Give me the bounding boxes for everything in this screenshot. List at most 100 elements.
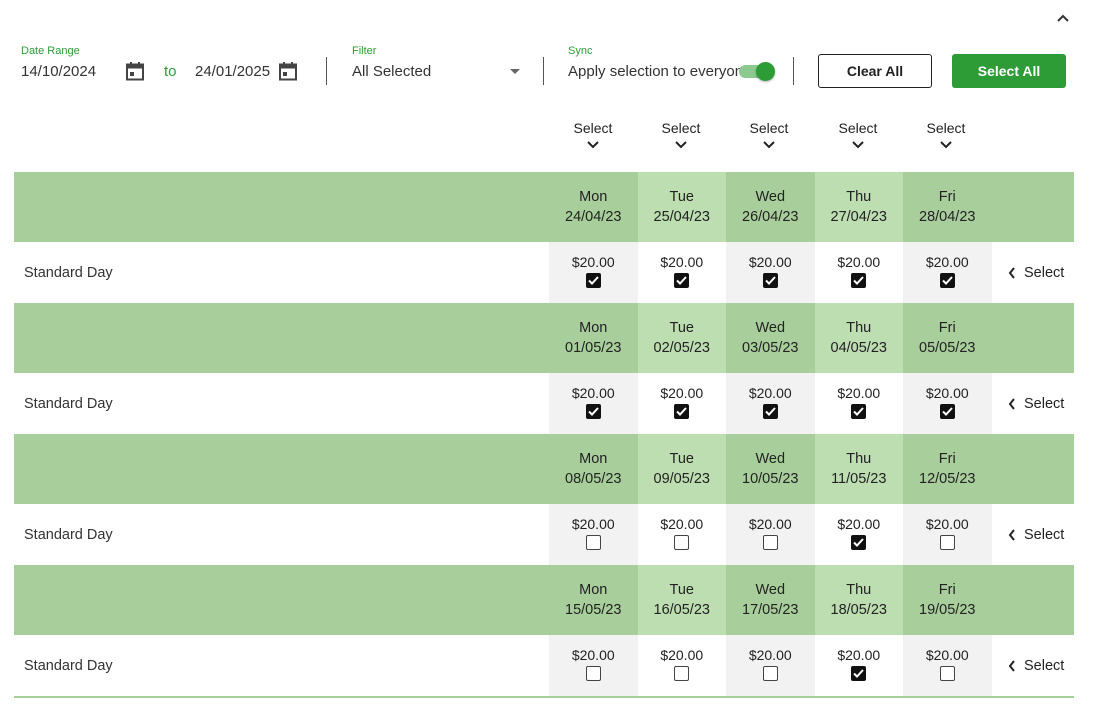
day-cell: $20.00 bbox=[549, 373, 638, 434]
day-name: Tue bbox=[669, 320, 694, 336]
day-checkbox[interactable] bbox=[939, 666, 955, 681]
column-select-label: Select bbox=[926, 120, 966, 136]
day-date: 05/05/23 bbox=[919, 340, 976, 356]
divider bbox=[793, 57, 794, 85]
dropdown-arrow-icon[interactable] bbox=[510, 69, 520, 74]
day-checkbox[interactable] bbox=[939, 535, 955, 550]
sync-toggle[interactable] bbox=[739, 62, 775, 81]
day-header: Fri 19/05/23 bbox=[903, 565, 992, 635]
day-date: 02/05/23 bbox=[653, 340, 710, 356]
checkmark-icon bbox=[588, 276, 599, 285]
day-checkbox[interactable] bbox=[762, 404, 778, 419]
day-cell: $20.00 bbox=[903, 504, 992, 565]
day-checkbox[interactable] bbox=[585, 666, 601, 681]
day-cell: $20.00 bbox=[638, 242, 727, 303]
calendar-icon[interactable] bbox=[278, 61, 298, 81]
day-date: 15/05/23 bbox=[565, 602, 622, 618]
day-checkbox[interactable] bbox=[585, 273, 601, 288]
day-checkbox[interactable] bbox=[762, 535, 778, 550]
day-cell: $20.00 bbox=[726, 635, 815, 696]
day-checkbox[interactable] bbox=[762, 273, 778, 288]
divider bbox=[326, 57, 327, 85]
date-to-field[interactable]: 24/01/2025 bbox=[195, 63, 271, 80]
chevron-down-icon bbox=[675, 141, 687, 149]
day-date: 18/05/23 bbox=[830, 602, 887, 618]
day-cell: $20.00 bbox=[726, 242, 815, 303]
chevron-up-icon bbox=[1057, 14, 1069, 22]
row-select-button[interactable]: Select bbox=[1008, 635, 1064, 696]
day-cell: $20.00 bbox=[549, 635, 638, 696]
column-select-1[interactable]: Select bbox=[549, 118, 637, 162]
week-header: Mon 01/05/23 Tue 02/05/23 Wed 03/05/23 Thu 04/0… bbox=[14, 303, 1074, 373]
day-checkbox[interactable] bbox=[674, 404, 690, 419]
day-checkbox[interactable] bbox=[674, 666, 690, 681]
day-date: 09/05/23 bbox=[653, 471, 710, 487]
chevron-down-icon bbox=[587, 141, 599, 149]
column-select-label: Select bbox=[749, 120, 789, 136]
column-select-2[interactable]: Select bbox=[637, 118, 725, 162]
day-checkbox[interactable] bbox=[939, 273, 955, 288]
day-checkbox[interactable] bbox=[851, 666, 867, 681]
day-price: $20.00 bbox=[837, 647, 881, 663]
day-checkbox[interactable] bbox=[939, 404, 955, 419]
checkmark-icon bbox=[676, 407, 687, 416]
day-price: $20.00 bbox=[925, 254, 969, 270]
checkmark-icon bbox=[853, 538, 864, 547]
day-date: 10/05/23 bbox=[742, 471, 799, 487]
day-name: Tue bbox=[669, 189, 694, 205]
calendar-icon[interactable] bbox=[125, 61, 145, 81]
column-select-3[interactable]: Select bbox=[725, 118, 813, 162]
table-row: Standard Day $20.00 $20.00 $20.00 $20.00 $20.… bbox=[14, 635, 1074, 696]
day-header: Thu 11/05/23 bbox=[814, 434, 903, 504]
column-select-5[interactable]: Select bbox=[902, 118, 990, 162]
row-label: Standard Day bbox=[24, 657, 113, 674]
day-checkbox[interactable] bbox=[762, 666, 778, 681]
day-date: 27/04/23 bbox=[830, 209, 887, 225]
day-header: Fri 12/05/23 bbox=[903, 434, 992, 504]
day-name: Mon bbox=[579, 320, 608, 336]
collapse-button[interactable] bbox=[1052, 8, 1074, 28]
day-checkbox[interactable] bbox=[851, 273, 867, 288]
table-row: Standard Day $20.00 $20.00 $20.00 $20.00 $20.… bbox=[14, 373, 1074, 434]
row-select-button[interactable]: Select bbox=[1008, 373, 1064, 434]
day-price: $20.00 bbox=[571, 516, 615, 532]
day-cell: $20.00 bbox=[726, 504, 815, 565]
day-header: Thu 04/05/23 bbox=[814, 303, 903, 373]
day-cell: $20.00 bbox=[903, 373, 992, 434]
day-checkbox[interactable] bbox=[585, 535, 601, 550]
row-label: Standard Day bbox=[24, 264, 113, 281]
day-header: Tue 02/05/23 bbox=[637, 303, 726, 373]
day-date: 17/05/23 bbox=[742, 602, 799, 618]
column-select-4[interactable]: Select bbox=[814, 118, 902, 162]
date-from-field[interactable]: 14/10/2024 bbox=[21, 63, 97, 80]
day-checkbox[interactable] bbox=[851, 535, 867, 550]
day-name: Wed bbox=[755, 451, 786, 467]
row-select-button[interactable]: Select bbox=[1008, 242, 1064, 303]
day-cell: $20.00 bbox=[549, 504, 638, 565]
day-checkbox[interactable] bbox=[585, 404, 601, 419]
row-select-label: Select bbox=[1024, 264, 1065, 281]
day-name: Wed bbox=[755, 320, 786, 336]
clear-all-button[interactable]: Clear All bbox=[818, 54, 932, 88]
day-date: 04/05/23 bbox=[830, 340, 887, 356]
day-header: Wed 10/05/23 bbox=[726, 434, 815, 504]
day-checkbox[interactable] bbox=[674, 273, 690, 288]
day-name: Mon bbox=[579, 451, 608, 467]
day-cell: $20.00 bbox=[638, 373, 727, 434]
day-cell: $20.00 bbox=[815, 504, 904, 565]
week-header: Mon 15/05/23 Tue 16/05/23 Wed 17/05/23 Thu 18/0… bbox=[14, 565, 1074, 635]
checkmark-icon bbox=[853, 669, 864, 678]
day-price: $20.00 bbox=[925, 516, 969, 532]
day-date: 26/04/23 bbox=[742, 209, 799, 225]
day-header: Mon 15/05/23 bbox=[549, 565, 638, 635]
select-all-button[interactable]: Select All bbox=[952, 54, 1066, 88]
filter-select[interactable]: All Selected bbox=[352, 63, 432, 80]
table-row: Standard Day $20.00 $20.00 $20.00 $20.00 $20.… bbox=[14, 504, 1074, 565]
day-checkbox[interactable] bbox=[851, 404, 867, 419]
day-checkbox[interactable] bbox=[674, 535, 690, 550]
filter-label: Filter bbox=[352, 45, 377, 57]
row-select-button[interactable]: Select bbox=[1008, 504, 1064, 565]
row-select-label: Select bbox=[1024, 395, 1065, 412]
day-name: Thu bbox=[846, 320, 872, 336]
checkmark-icon bbox=[942, 407, 953, 416]
